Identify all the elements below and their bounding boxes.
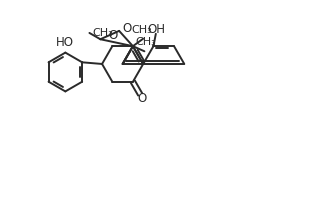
- Text: O: O: [138, 92, 147, 105]
- Text: HO: HO: [56, 36, 74, 49]
- Text: CH₃: CH₃: [135, 37, 156, 47]
- Text: CH₃: CH₃: [132, 25, 152, 35]
- Text: CH₃: CH₃: [92, 28, 113, 38]
- Text: O: O: [108, 28, 118, 42]
- Text: O: O: [123, 22, 132, 35]
- Text: OH: OH: [148, 23, 166, 36]
